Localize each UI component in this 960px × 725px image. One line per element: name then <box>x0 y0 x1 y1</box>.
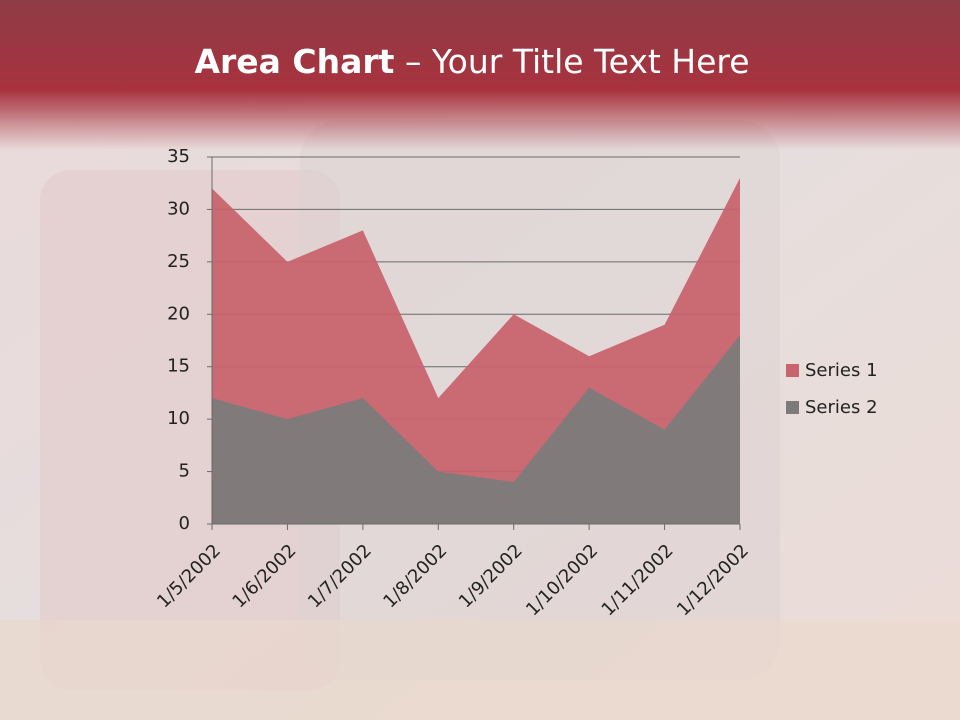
legend-swatch <box>786 401 799 414</box>
legend-label: Series 1 <box>805 360 878 381</box>
photo-ground <box>0 620 960 720</box>
y-tick-label: 20 <box>167 303 190 324</box>
y-tick-label: 0 <box>179 513 190 534</box>
y-tick-label: 10 <box>167 408 190 429</box>
y-tick-label: 15 <box>167 356 190 377</box>
area <box>212 335 740 524</box>
y-tick-label: 30 <box>167 198 190 219</box>
header-band <box>0 0 960 150</box>
y-tick-label: 5 <box>179 461 190 482</box>
title-rest: – Your Title Text Here <box>394 42 749 81</box>
slide-title: Area Chart – Your Title Text Here <box>194 42 749 81</box>
legend-swatch <box>786 364 799 377</box>
legend-label: Series 2 <box>805 397 878 418</box>
y-tick-label: 35 <box>167 146 190 167</box>
title-bold: Area Chart <box>194 42 394 81</box>
y-tick-label: 25 <box>167 251 190 272</box>
